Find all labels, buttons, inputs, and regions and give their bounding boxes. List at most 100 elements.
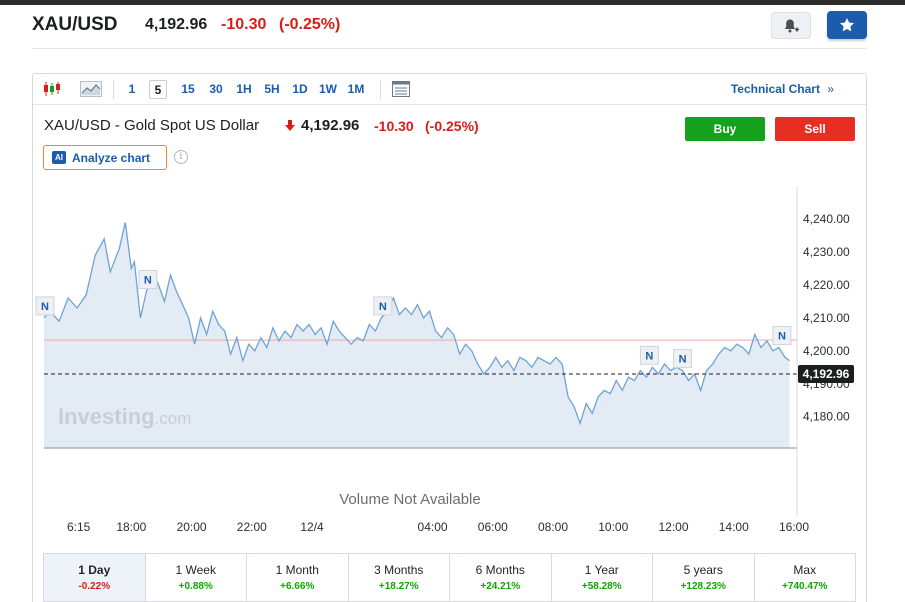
top-bar [0,0,905,5]
investing-watermark: Investing.com [58,404,191,429]
last-price-label: 4,192.96 [803,367,850,381]
period-label: 1 Day [78,563,111,577]
x-tick-label: 06:00 [478,520,508,534]
period-label: 1 Year [584,563,619,577]
buy-button[interactable]: Buy [685,117,765,141]
timeframe-15[interactable]: 15 [181,82,195,96]
period-change: +6.66% [280,581,315,592]
ai-icon: AI [52,151,66,164]
chart-change-pct: (-0.25%) [425,118,479,134]
news-marker[interactable]: N [373,296,393,316]
x-tick-label: 12/4 [300,520,324,534]
symbol-title: XAU/USD [32,14,118,35]
period-label: 5 years [683,563,723,577]
arrow-down-icon [285,120,295,131]
x-tick-label: 08:00 [538,520,568,534]
x-tick-label: 10:00 [598,520,628,534]
period-tab[interactable]: 1 Day -0.22% [44,554,146,601]
news-marker-box [138,270,158,290]
news-marker-label: N [679,354,687,366]
area-chart-icon[interactable] [78,80,104,98]
period-label: 6 Months [475,563,525,577]
news-marker[interactable]: N [138,270,158,290]
period-tab[interactable]: 1 Month +6.66% [247,554,349,601]
period-change: +18.27% [378,581,419,592]
news-marker[interactable]: N [673,349,693,369]
price-chart[interactable]: 4,240.00 4,230.00 4,220.00 4,210.00 4,200.00… [34,186,865,539]
header-change-pct: (-0.25%) [279,16,341,33]
analyze-chart-button[interactable]: AI Analyze chart [43,145,167,170]
toolbar-divider [380,80,381,99]
y-tick-label: 4,200.00 [803,344,850,358]
x-tick-label: 18:00 [116,520,146,534]
bell-plus-icon [784,19,799,32]
x-tick-label: 6:15 [67,520,91,534]
timeframe-1m[interactable]: 1M [347,82,365,96]
volume-note: Volume Not Available [339,491,480,508]
header-change: -10.30 [221,16,267,33]
y-tick-label: 4,240.00 [803,212,850,226]
period-tab[interactable]: 3 Months +18.27% [349,554,450,601]
y-tick-label: 4,180.00 [803,410,850,424]
timeframe-30[interactable]: 30 [209,82,223,96]
news-marker-box [639,345,659,365]
last-price-badge [798,365,854,384]
analyze-chart-label: Analyze chart [72,150,151,165]
sell-button[interactable]: Sell [775,117,855,141]
timeframe-1[interactable]: 1 [128,82,136,96]
period-change: +0.88% [178,581,213,592]
add-alert-button[interactable] [771,12,811,39]
period-tab[interactable]: 6 Months +24.21% [450,554,552,601]
y-tick-label: 4,210.00 [803,311,850,325]
table-view-icon[interactable] [390,80,412,98]
x-tick-label: 20:00 [177,520,207,534]
watermark-suffix: .com [155,409,192,428]
news-marker-label: N [778,331,786,343]
period-tab[interactable]: Max +740.47% [755,554,856,601]
technical-chart-link[interactable]: Technical Chart » [731,82,834,96]
period-tab[interactable]: 5 years +128.23% [653,554,755,601]
watermark-brand: Investing [58,404,155,429]
timeframe-1w[interactable]: 1W [319,82,337,96]
x-tick-label: 16:00 [779,520,809,534]
period-label: Max [793,563,817,577]
x-tick-label: 22:00 [237,520,267,534]
chart-title: XAU/USD - Gold Spot US Dollar [44,117,260,134]
period-tab[interactable]: 1 Week +0.88% [146,554,247,601]
news-marker[interactable]: N [35,296,55,316]
timeframe-5h[interactable]: 5H [264,82,280,96]
news-marker[interactable]: N [639,345,659,365]
x-tick-label: 14:00 [719,520,749,534]
period-tab[interactable]: 1 Year +58.28% [552,554,653,601]
x-tick-label: 04:00 [418,520,448,534]
news-marker-box [35,296,55,316]
period-change: -0.22% [78,581,111,592]
period-label: 1 Month [275,563,319,577]
timeframe-1h[interactable]: 1H [236,82,252,96]
instrument-header: XAU/USD 4,192.96 -10.30 (-0.25%) [32,5,867,49]
candlestick-icon[interactable] [41,80,63,98]
watchlist-button[interactable] [827,11,867,39]
x-tick-label: 12:00 [658,520,688,534]
news-marker-label: N [645,350,653,362]
info-icon[interactable]: i [174,150,188,164]
period-label: 3 Months [374,563,424,577]
period-change: +58.28% [581,581,622,592]
news-marker-box [772,326,792,346]
timeframe-1d[interactable]: 1D [292,82,308,96]
technical-chart-label: Technical Chart [730,82,820,96]
period-label: 1 Week [175,563,216,577]
period-change: +24.21% [480,581,521,592]
star-icon [840,18,854,32]
price-line [43,222,790,426]
y-tick-label: 4,230.00 [803,245,850,259]
news-marker-box [673,349,693,369]
timeframe-5[interactable]: 5 [149,80,167,99]
y-tick-label: 4,220.00 [803,278,850,292]
news-marker[interactable]: N [772,326,792,346]
news-marker-label: N [379,301,387,313]
news-marker-box [373,296,393,316]
news-marker-label: N [144,275,152,287]
toolbar-divider [113,80,114,99]
news-marker-label: N [41,301,49,313]
